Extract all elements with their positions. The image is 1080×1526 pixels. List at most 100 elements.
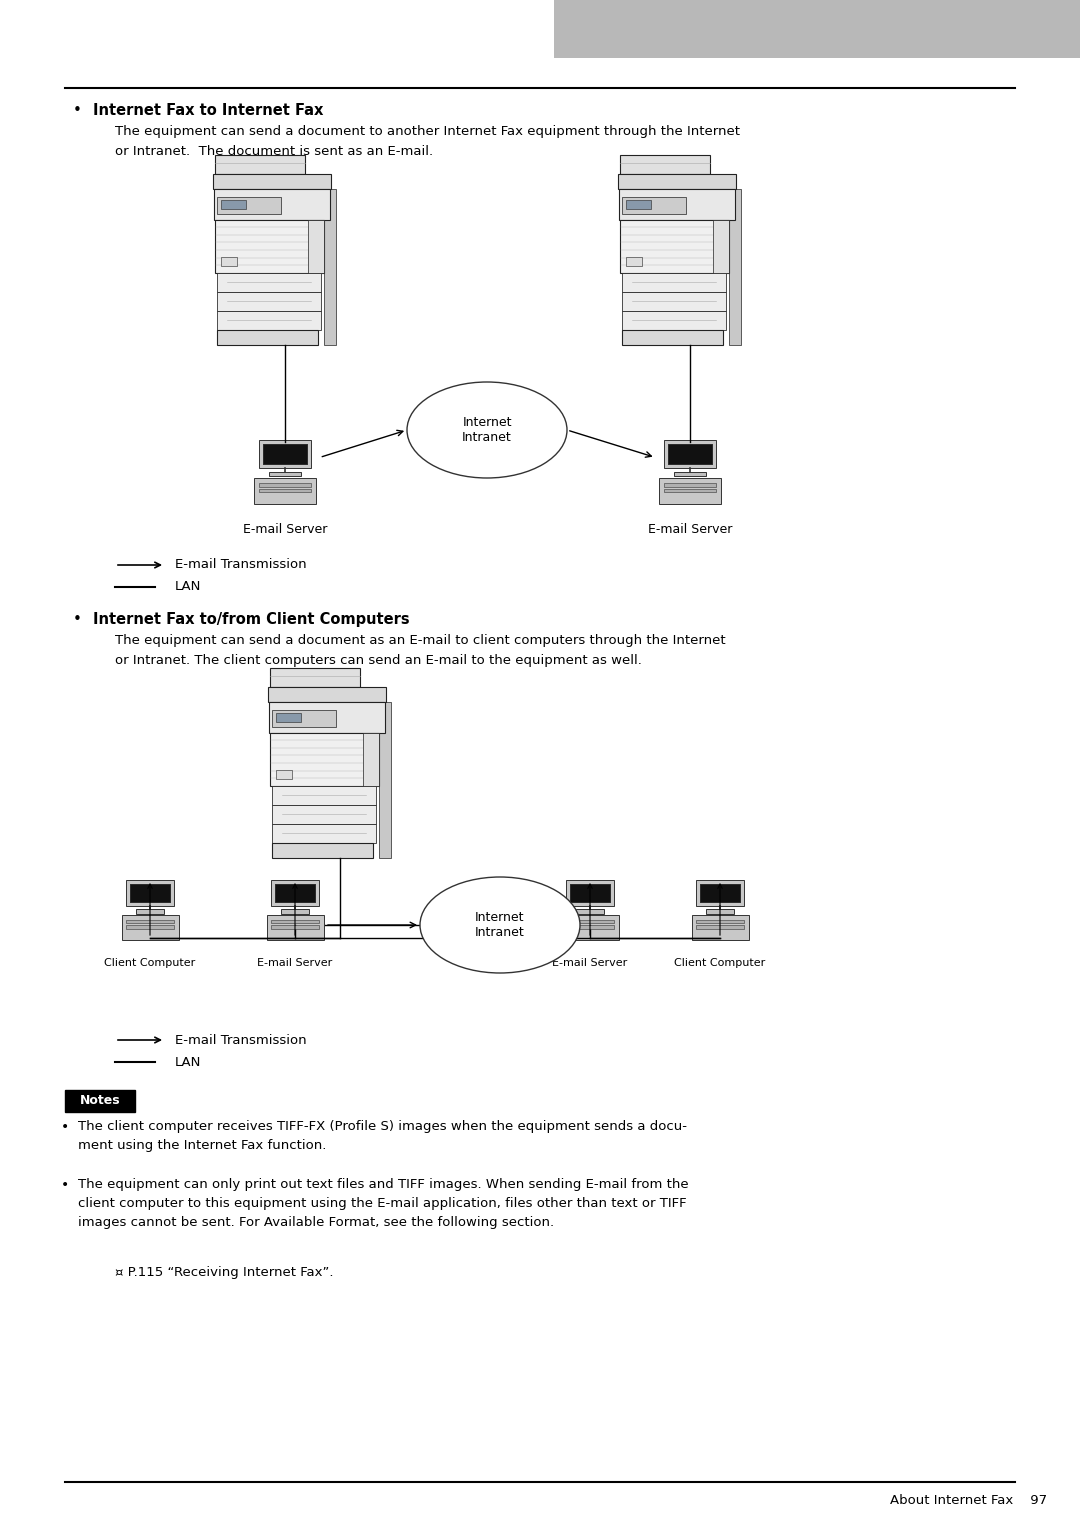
Bar: [619, 189, 735, 220]
Bar: [126, 881, 174, 906]
Text: •: •: [73, 102, 82, 118]
Text: client computer to this equipment using the E-mail application, files other than: client computer to this equipment using …: [78, 1196, 687, 1210]
Text: ¤ P.115 “Receiving Internet Fax”.: ¤ P.115 “Receiving Internet Fax”.: [114, 1267, 334, 1279]
Bar: [705, 909, 734, 914]
Bar: [659, 478, 720, 505]
Bar: [269, 472, 300, 476]
Bar: [274, 884, 315, 902]
Text: E-mail Transmission: E-mail Transmission: [175, 1033, 307, 1047]
Bar: [620, 156, 711, 174]
Bar: [625, 200, 651, 209]
Bar: [217, 330, 319, 345]
Bar: [625, 256, 643, 267]
Bar: [264, 444, 307, 464]
Bar: [272, 824, 376, 842]
Bar: [674, 472, 705, 476]
Bar: [272, 842, 374, 858]
Bar: [271, 920, 320, 923]
Bar: [566, 920, 615, 923]
Bar: [136, 909, 164, 914]
Bar: [622, 291, 726, 311]
Text: LAN: LAN: [175, 1056, 201, 1068]
Bar: [700, 884, 740, 902]
Bar: [324, 189, 336, 345]
Bar: [272, 786, 376, 804]
Bar: [669, 444, 712, 464]
Bar: [269, 702, 384, 732]
Bar: [618, 174, 737, 189]
Bar: [576, 909, 605, 914]
Text: Client Computer: Client Computer: [674, 958, 766, 967]
Bar: [214, 189, 330, 220]
Bar: [664, 484, 716, 487]
Text: Internet: Internet: [462, 417, 512, 429]
Bar: [213, 174, 332, 189]
Bar: [363, 732, 379, 786]
Text: The equipment can send a document to another Internet Fax equipment through the : The equipment can send a document to ano…: [114, 125, 740, 137]
Bar: [729, 189, 741, 345]
Bar: [308, 220, 324, 273]
Bar: [566, 881, 615, 906]
Bar: [217, 197, 281, 214]
Text: E-mail Server: E-mail Server: [648, 523, 732, 536]
Bar: [259, 439, 311, 468]
Bar: [274, 884, 315, 902]
Bar: [259, 484, 311, 487]
Bar: [259, 488, 311, 493]
Bar: [696, 925, 744, 929]
Bar: [130, 884, 171, 902]
Bar: [121, 916, 178, 940]
Text: Notes: Notes: [80, 1094, 120, 1108]
Bar: [570, 884, 610, 902]
Bar: [264, 444, 307, 464]
Bar: [270, 668, 361, 687]
Ellipse shape: [420, 877, 580, 974]
Bar: [254, 478, 315, 505]
Ellipse shape: [407, 382, 567, 478]
Text: LAN: LAN: [175, 580, 201, 594]
Bar: [562, 916, 619, 940]
Text: E-mail Server: E-mail Server: [257, 958, 333, 967]
Text: or Intranet.  The document is sent as an E-mail.: or Intranet. The document is sent as an …: [114, 145, 433, 159]
Bar: [669, 444, 712, 464]
Text: Internet Fax to Internet Fax: Internet Fax to Internet Fax: [93, 102, 323, 118]
Bar: [217, 311, 321, 330]
Bar: [272, 804, 376, 824]
Bar: [275, 769, 293, 780]
Bar: [217, 291, 321, 311]
Bar: [696, 881, 744, 906]
Bar: [270, 732, 379, 786]
Bar: [691, 916, 748, 940]
Bar: [713, 220, 729, 273]
Text: The equipment can only print out text files and TIFF images. When sending E-mail: The equipment can only print out text fi…: [78, 1178, 689, 1190]
Bar: [700, 884, 740, 902]
Bar: [622, 273, 726, 291]
Text: Internet Fax to/from Client Computers: Internet Fax to/from Client Computers: [93, 612, 409, 627]
Bar: [130, 884, 171, 902]
Text: •: •: [73, 612, 82, 627]
Text: About Internet Fax    97: About Internet Fax 97: [890, 1494, 1048, 1506]
Text: •: •: [60, 1120, 69, 1134]
Bar: [620, 220, 729, 273]
Bar: [65, 1090, 135, 1112]
Text: Intranet: Intranet: [475, 926, 525, 938]
Text: E-mail Server: E-mail Server: [552, 958, 627, 967]
Bar: [622, 311, 726, 330]
Bar: [215, 220, 324, 273]
Bar: [566, 925, 615, 929]
Bar: [664, 488, 716, 493]
Bar: [125, 925, 174, 929]
Text: ment using the Internet Fax function.: ment using the Internet Fax function.: [78, 1138, 326, 1152]
Text: The client computer receives TIFF-FX (Profile S) images when the equipment sends: The client computer receives TIFF-FX (Pr…: [78, 1120, 687, 1132]
Text: or Intranet. The client computers can send an E-mail to the equipment as well.: or Intranet. The client computers can se…: [114, 655, 642, 667]
Bar: [220, 256, 238, 267]
Text: Intranet: Intranet: [462, 430, 512, 444]
Bar: [379, 702, 391, 858]
Bar: [281, 909, 309, 914]
Bar: [664, 439, 716, 468]
Bar: [275, 713, 301, 722]
Text: images cannot be sent. For Available Format, see the following section.: images cannot be sent. For Available For…: [78, 1216, 554, 1228]
Text: E-mail Server: E-mail Server: [243, 523, 327, 536]
Bar: [696, 920, 744, 923]
Bar: [272, 710, 336, 726]
